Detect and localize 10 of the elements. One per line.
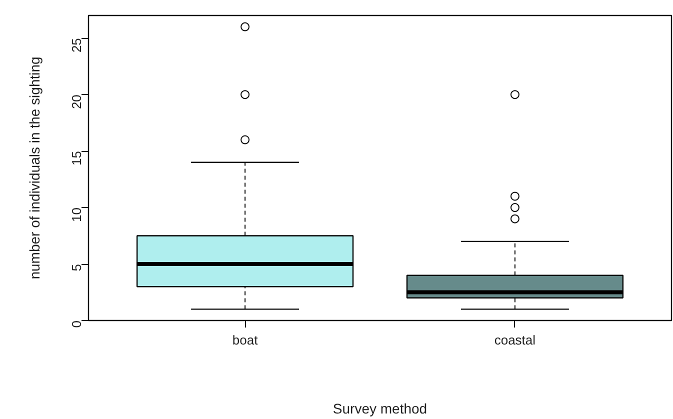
y-axis-title: number of individuals in the sighting — [26, 56, 42, 280]
x-tick-label: coastal — [494, 332, 536, 348]
y-tick-label: 25 — [69, 38, 84, 53]
y-tick-label: 10 — [69, 208, 84, 222]
x-tick-label: boat — [232, 332, 258, 348]
y-tick-label: 0 — [69, 320, 84, 328]
y-tick-label: 20 — [69, 94, 84, 110]
y-tick-label: 5 — [69, 264, 84, 272]
y-tick-label: 15 — [69, 151, 84, 166]
x-axis-title: Survey method — [332, 400, 428, 416]
